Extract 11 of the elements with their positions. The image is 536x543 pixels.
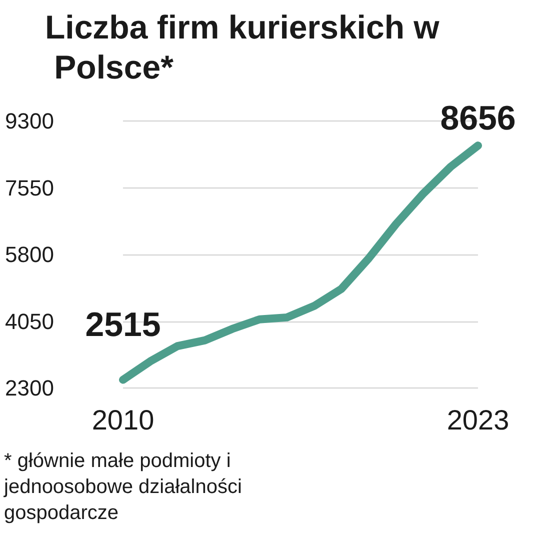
x-tick-label: 2010: [92, 404, 154, 436]
data-label: 2515: [85, 306, 161, 344]
y-tick-label: 9300: [5, 108, 54, 134]
chart-title: Liczba firm kurierskich w Polsce*: [45, 8, 440, 86]
y-tick-label: 2300: [5, 376, 54, 400]
y-tick-label: 7550: [5, 175, 54, 200]
x-tick-label: 2023: [446, 404, 510, 436]
data-label: 8656: [440, 100, 516, 138]
text: * głównie małe podmioty i jednoosobowe działalności gospodarcze: [3, 450, 248, 524]
y-tick-label: 5800: [5, 242, 54, 267]
y-tick-label: 4050: [5, 308, 54, 334]
